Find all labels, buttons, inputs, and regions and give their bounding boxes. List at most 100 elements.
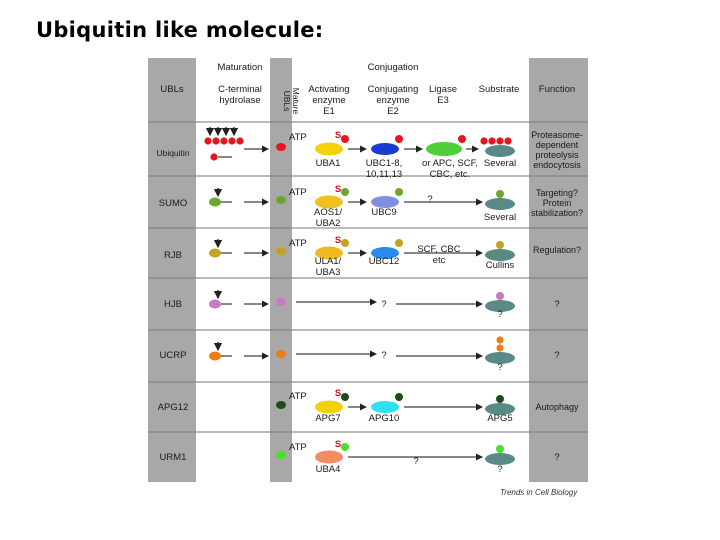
ubiquitin-chain-bead (212, 137, 220, 145)
substrate-protein (485, 453, 515, 465)
e1-label: ULA1/ UBA3 (314, 256, 342, 278)
thioester-label: S (334, 235, 342, 246)
function-label: Targeting? Protein stabilization? (530, 188, 584, 218)
e1-label: UBA4 (315, 464, 341, 475)
ubl-label: UCRP (159, 350, 187, 361)
ubl-label: APG12 (157, 402, 189, 413)
substrate-label: Cullins (485, 260, 515, 271)
header-ubls: UBLs (160, 84, 184, 95)
function-label: ? (554, 350, 560, 361)
mature-ubl (276, 451, 286, 459)
e1-enzyme (315, 142, 343, 156)
substrate-protein (485, 249, 515, 261)
e1-label: UBA1 (315, 158, 341, 169)
mature-ubl (276, 401, 286, 409)
ubiquitin-chain-bead (236, 137, 244, 145)
ubl-on-substrate (496, 445, 504, 453)
e3-ligase (426, 142, 462, 156)
header-ligase: Ligase E3 (429, 84, 457, 106)
e3-label: or APC, SCF, CBC, etc. (422, 158, 478, 180)
ubl-label: SUMO (158, 198, 188, 209)
e2-label: UBC9 (371, 207, 397, 218)
polyubiquitin-bead (480, 137, 488, 145)
ubl-on-e2 (395, 393, 403, 401)
function-label: ? (554, 299, 560, 310)
e2-enzyme (371, 196, 399, 208)
atp-label: ATP (289, 442, 307, 453)
header-substrate: Substrate (478, 84, 520, 95)
e2-label: ? (381, 299, 387, 310)
e1-label: AOS1/ UBA2 (314, 207, 342, 229)
e3-label: ? (413, 456, 419, 467)
ubl-on-substrate (496, 395, 504, 403)
function-label: ? (554, 452, 560, 463)
e2-label: ? (381, 350, 387, 361)
e3-label: SCF, CBC etc (417, 244, 461, 266)
ubl-on-substrate (496, 190, 504, 198)
thioester-label: S (334, 388, 342, 399)
substrate-label: APG5 (487, 413, 513, 424)
ubl-on-e2 (395, 188, 403, 196)
header-cterminal-hydrolase: C-terminal hydrolase (218, 84, 262, 106)
substrate-protein (485, 352, 515, 364)
ubl-on-e2 (395, 135, 403, 143)
function-label: Regulation? (532, 245, 582, 255)
slide-title: Ubiquitin like molecule: (36, 18, 324, 42)
mature-ubl (276, 143, 286, 151)
mature-ubl (276, 350, 286, 358)
polyubiquitin-bead (496, 137, 504, 145)
mature-ubl (276, 298, 286, 306)
e1-enzyme (315, 195, 343, 209)
atp-label: ATP (289, 238, 307, 249)
substrate-label: Several (483, 212, 517, 223)
header-activating-enzyme: Activating enzyme E1 (308, 84, 350, 117)
header-conjugation: Conjugation (367, 62, 419, 73)
e1-enzyme (315, 450, 343, 464)
header-maturation: Maturation (217, 62, 263, 73)
ubl-label: Ubiquitin (156, 148, 190, 158)
ubl-pathway-figure: UBLs Maturation C-terminal hydrolase Mat… (148, 58, 588, 482)
thioester-label: S (334, 130, 342, 141)
function-label: Autophagy (535, 402, 579, 412)
mature-column-panel (270, 58, 292, 482)
e2-label: APG10 (368, 413, 400, 424)
figure-credit: Trends in Cell Biology (500, 488, 578, 497)
ubl-on-e3 (458, 135, 466, 143)
substrate-protein (485, 300, 515, 312)
ubl-on-e1 (341, 188, 349, 196)
ubl-precursor (209, 197, 221, 207)
e1-label: APG7 (315, 413, 341, 424)
ubl-on-substrate (496, 336, 504, 344)
polyubiquitin-bead (504, 137, 512, 145)
ubl-column-panel (148, 58, 196, 482)
ubl-label: URM1 (159, 452, 187, 463)
ubl-on-e1 (341, 443, 349, 451)
header-conjugating-enzyme: Conjugating enzyme E2 (367, 84, 419, 117)
function-column-panel (529, 58, 588, 482)
substrate-label: Several (483, 158, 517, 169)
ubl-precursor (209, 299, 221, 309)
mature-ubl (276, 196, 286, 204)
substrate-protein (485, 403, 515, 415)
ubl-on-e1 (341, 135, 349, 143)
substrate-label: ? (497, 464, 503, 475)
atp-label: ATP (289, 132, 307, 143)
substrate-label: ? (497, 309, 503, 320)
ubl-precursor (209, 351, 221, 361)
ubl-on-substrate (496, 292, 504, 300)
atp-label: ATP (289, 187, 307, 198)
ubl-precursor (210, 153, 218, 161)
e2-enzyme (371, 247, 399, 259)
substrate-protein (485, 145, 515, 157)
substrate-protein (485, 198, 515, 210)
substrate-label: ? (497, 362, 503, 373)
ubl-on-e1 (341, 239, 349, 247)
ubl-on-substrate (496, 241, 504, 249)
mature-ubl (276, 247, 286, 255)
ubl-on-e1 (341, 393, 349, 401)
figure-graphics (148, 58, 588, 482)
ubiquitin-chain-bead (204, 137, 212, 145)
polyubiquitin-bead (488, 137, 496, 145)
thioester-label: S (334, 184, 342, 195)
ubl-on-substrate (496, 344, 504, 352)
